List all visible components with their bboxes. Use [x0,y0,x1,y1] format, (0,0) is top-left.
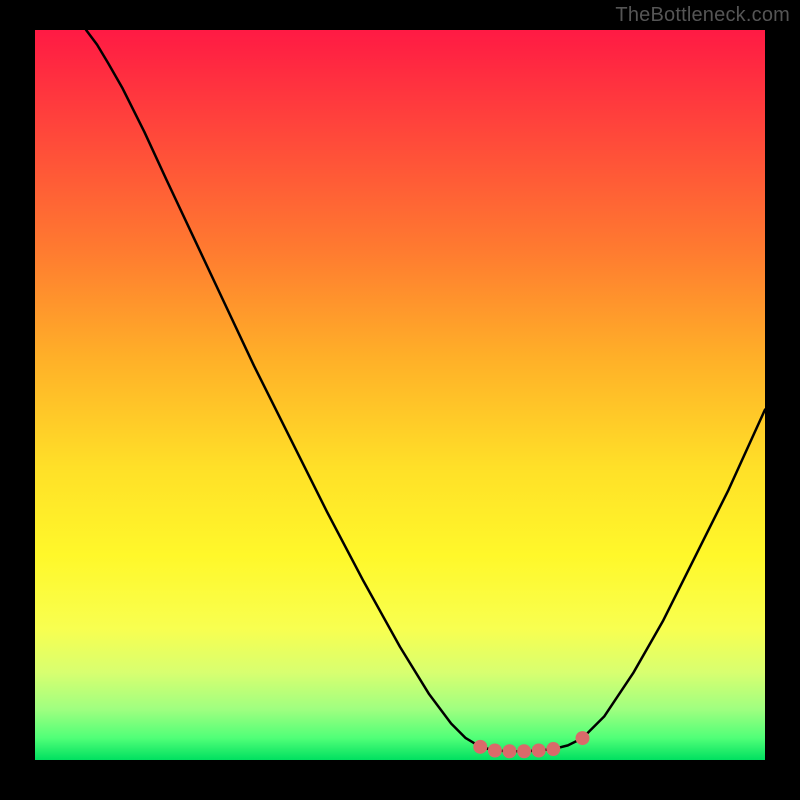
bottleneck-curve [86,30,765,751]
curve-layer [35,30,765,760]
plot-area [35,30,765,760]
chart-container: TheBottleneck.com [0,0,800,800]
watermark-text: TheBottleneck.com [615,4,790,27]
